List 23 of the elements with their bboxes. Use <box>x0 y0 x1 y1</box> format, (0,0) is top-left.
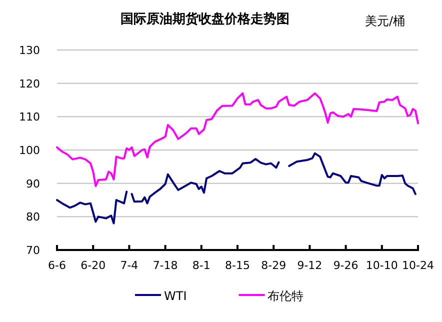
y-axis-title: 美元/桶 <box>364 14 405 28</box>
legend-label: 布伦特 <box>268 289 304 303</box>
x-tick-label: 7-18 <box>152 259 178 272</box>
x-tick-label: 8-29 <box>261 259 286 272</box>
y-tick-label: 110 <box>19 110 40 124</box>
x-tick-label: 6-20 <box>80 259 106 272</box>
y-tick-label: 80 <box>26 210 40 224</box>
x-tick-label: 6-6 <box>48 259 66 272</box>
x-tick-label: 9-12 <box>297 259 322 272</box>
x-tick-label: 10-10 <box>366 259 398 272</box>
x-tick-label: 7-4 <box>120 259 138 272</box>
y-tick-label: 120 <box>19 77 40 90</box>
x-tick-label: 8-1 <box>192 259 210 272</box>
line-series <box>56 92 419 187</box>
chart-title: 国际原油期货收盘价格走势图 <box>120 11 290 27</box>
legend-label: WTI <box>164 289 187 303</box>
y-tick-label: 70 <box>26 244 40 257</box>
y-tick-label: 130 <box>19 44 40 57</box>
x-tick-label: 10-24 <box>402 259 434 272</box>
x-tick-label: 8-15 <box>225 259 250 272</box>
y-tick-label: 90 <box>26 177 40 190</box>
y-tick-label: 100 <box>19 144 40 157</box>
x-tick-label: 9-26 <box>333 259 358 272</box>
